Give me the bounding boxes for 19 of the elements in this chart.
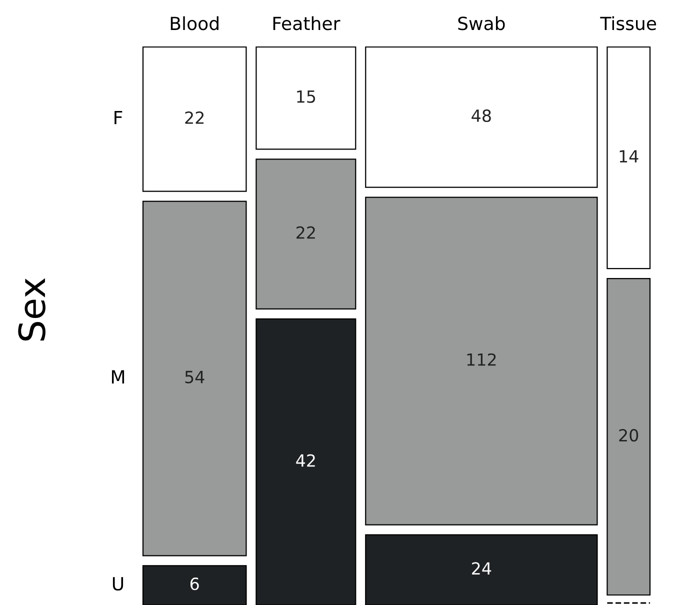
series-label: F <box>114 110 122 124</box>
data-label: 14 <box>620 150 638 162</box>
data-label: 24 <box>472 562 492 575</box>
data-label: 20 <box>619 428 638 442</box>
text: Sex <box>18 278 46 341</box>
data-label: 112 <box>467 353 496 366</box>
series-label: M <box>112 370 124 384</box>
data-label: 15 <box>297 90 316 103</box>
data-label: 42 <box>296 454 315 467</box>
data-label: 54 <box>185 370 204 384</box>
data-label: 22 <box>185 111 204 124</box>
category-label: Tissue <box>600 16 656 30</box>
data-label: 22 <box>296 226 315 239</box>
data-label: 48 <box>472 109 491 122</box>
category-label: Swab <box>458 16 505 30</box>
category-label: Blood <box>170 16 218 30</box>
series-label: U <box>112 577 124 591</box>
category-label: Feather <box>273 16 340 30</box>
data-label: 6 <box>190 578 199 590</box>
